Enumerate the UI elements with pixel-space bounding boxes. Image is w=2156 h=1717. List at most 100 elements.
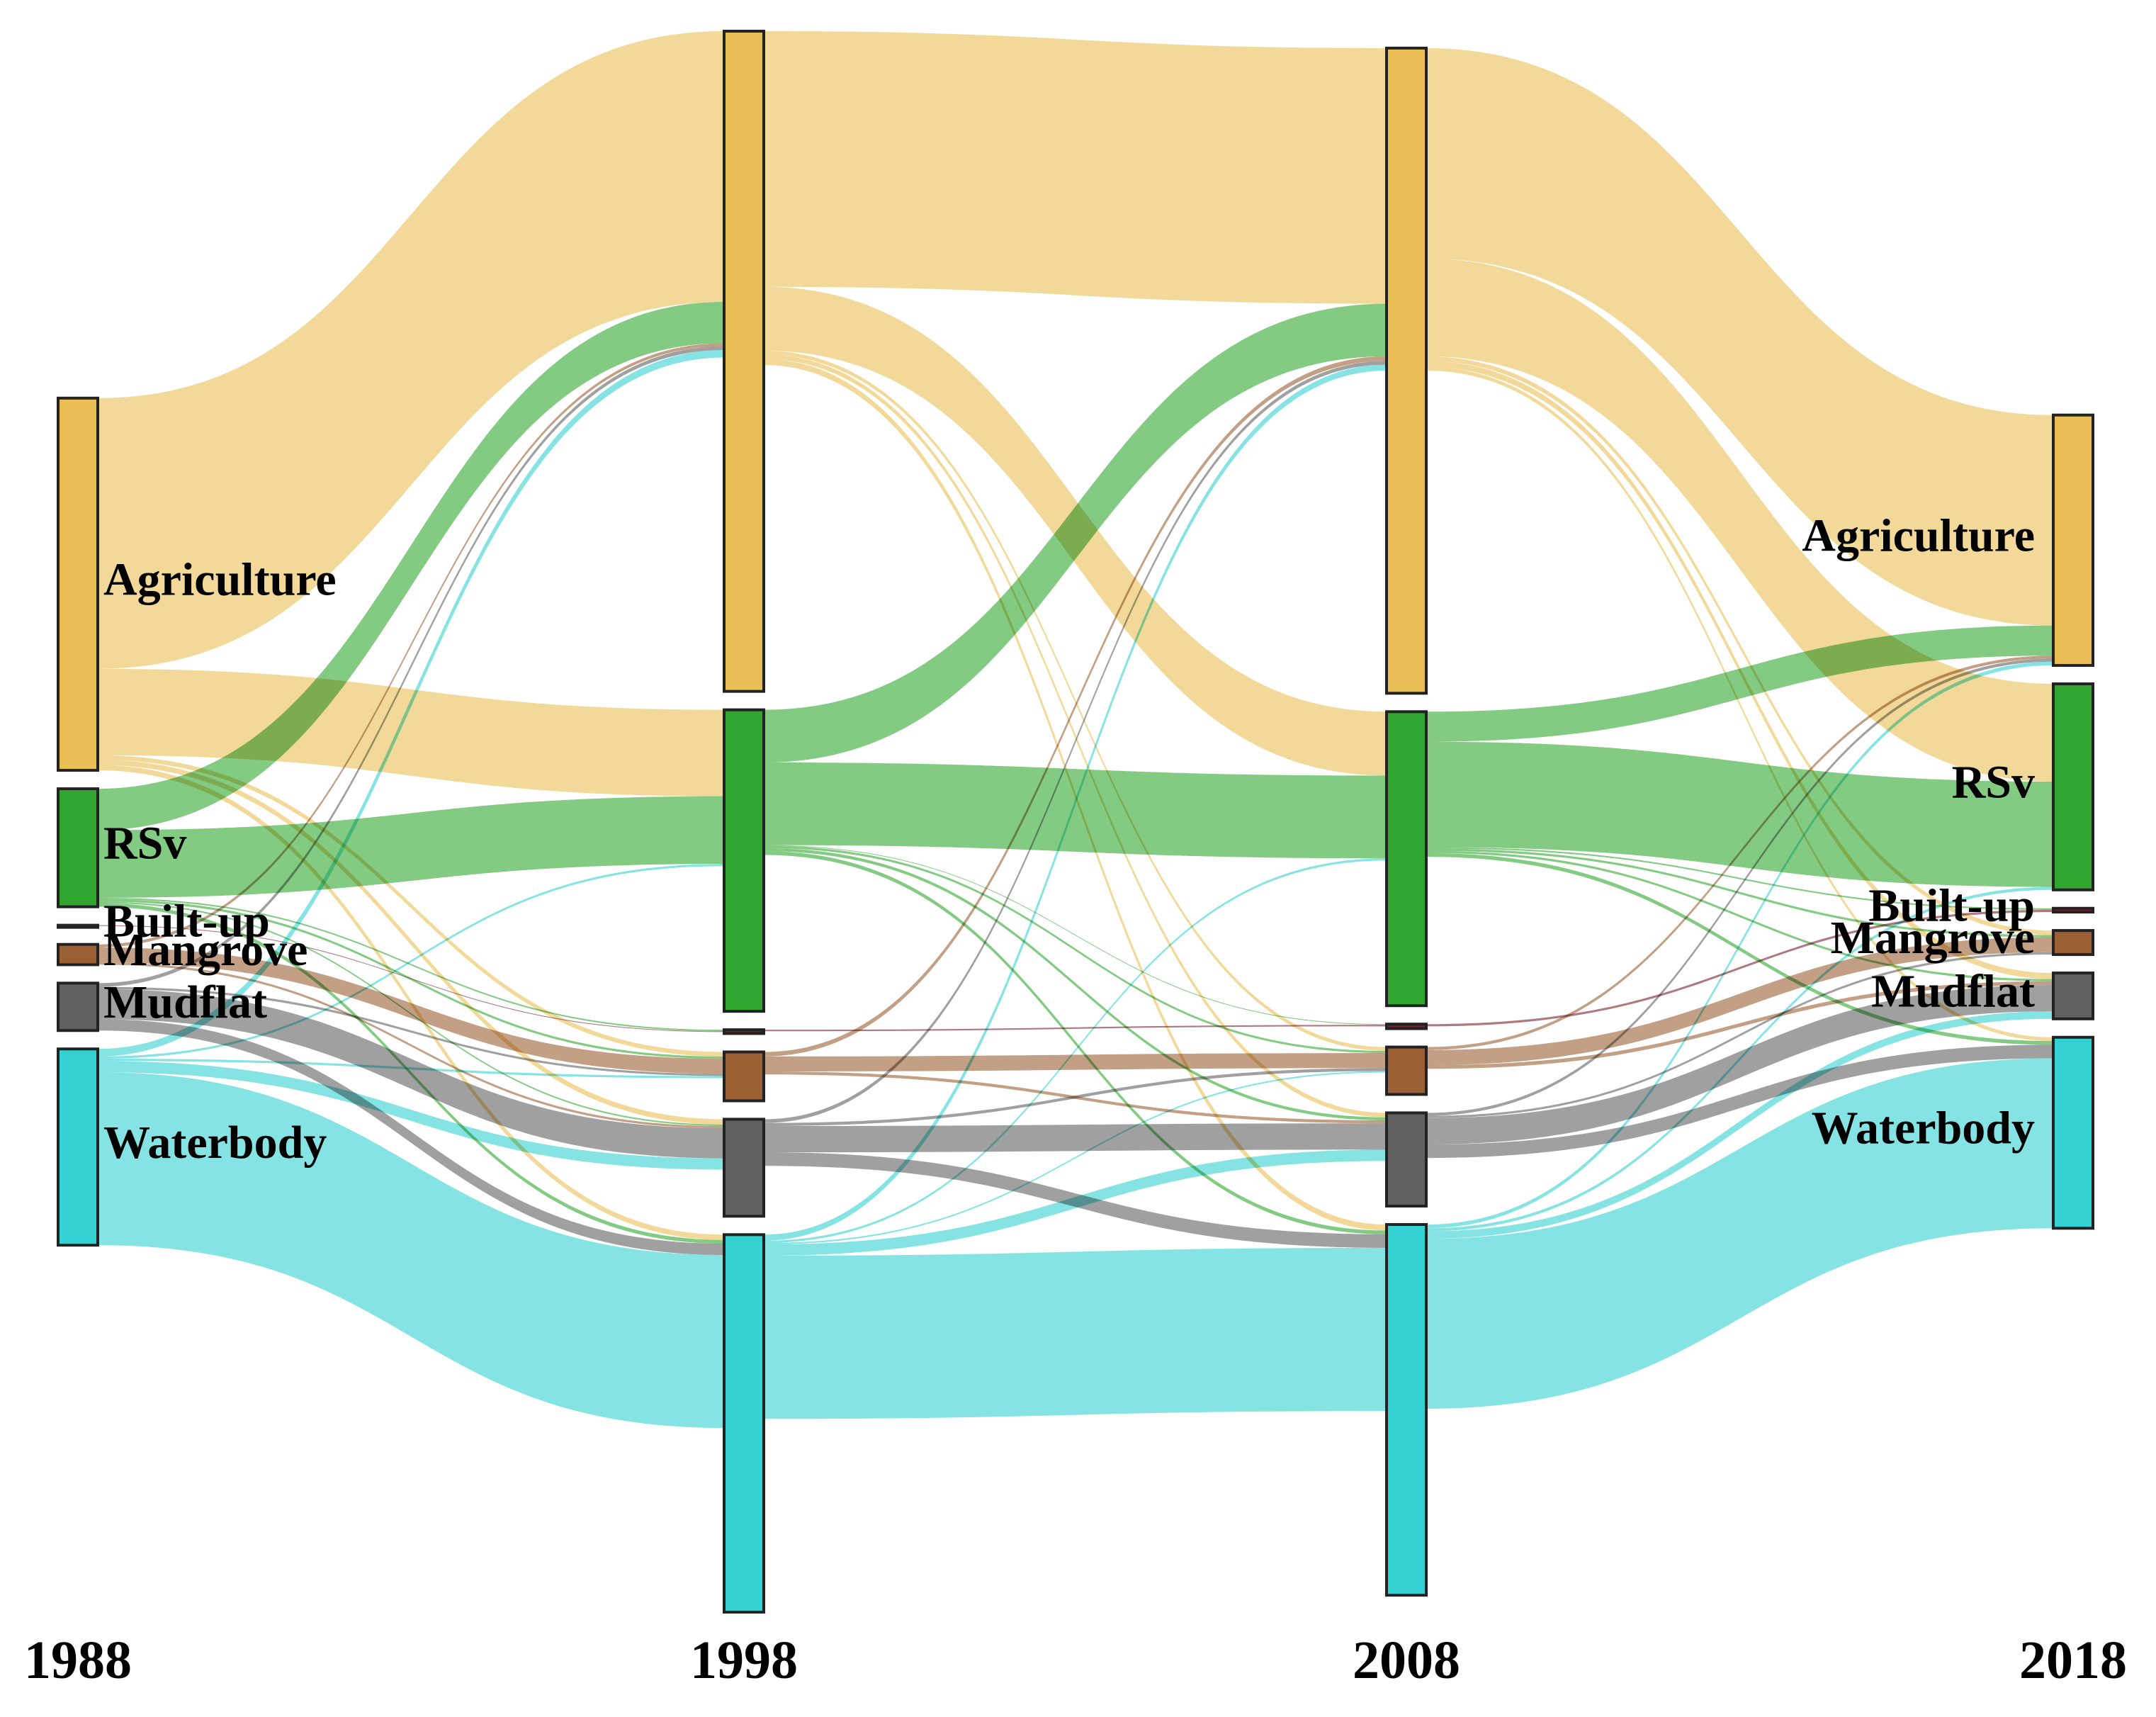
label-1988-Waterbody: Waterbody [103,1117,327,1169]
flow-2008-RSv-to-2018-Built-up [1426,847,2053,910]
year-label-2018: 2018 [2019,1631,2127,1690]
flow-1998-Mangrove-to-2008-Mangrove [764,1053,1387,1072]
flow-1988-Mudflat-to-1998-Mangrove [98,986,724,1076]
node-1998-RSv [723,708,765,1013]
label-2018-Waterbody: Waterbody [1812,1103,2035,1154]
node-2008-Built-up [1385,1023,1428,1030]
node-1988-Waterbody [57,1047,99,1247]
flow-1988-Built-up-to-1998-Built-up [98,925,724,1032]
label-2018-Built-up: Built-up [1868,880,2035,932]
flow-1988-Agriculture-to-1998-RSv [98,668,724,796]
flow-2008-Mudflat-to-2018-Agriculture [1426,658,2053,1116]
flow-1998-Mudflat-to-2008-Agriculture [764,361,1387,1123]
flow-2008-Agriculture-to-2018-Waterbody [1426,366,2053,1042]
flow-2008-Built-up-to-2018-Built-up [1426,909,2053,1027]
flow-1988-Waterbody-to-1998-Agriculture [98,349,724,1057]
nodes-layer [57,30,2094,1614]
flow-2008-Agriculture-to-2018-Agriculture [1426,47,2053,626]
node-1988-Agriculture [57,396,99,772]
year-label-1998: 1998 [690,1631,798,1690]
node-1998-Mudflat [723,1118,765,1218]
node-2008-RSv [1385,710,1428,1008]
labels-layer: AgricultureRSvBuilt-upMangroveMudflatWat… [103,510,2035,1169]
flow-1998-Waterbody-to-2008-RSv [764,858,1387,1243]
flow-2008-Mangrove-to-2018-Mudflat [1426,981,2053,1069]
flows-layer [98,31,2053,1429]
flow-2008-Agriculture-to-2018-Mangrove [1426,356,2053,935]
year-label-1988: 1988 [24,1631,132,1690]
label-1988-Built-up: Built-up [103,895,270,947]
flow-1988-Waterbody-to-1998-RSv [98,864,724,1059]
flow-2008-Waterbody-to-2018-Waterbody [1426,1058,2053,1409]
flow-2008-Mangrove-to-2018-Agriculture [1426,655,2053,1050]
node-1998-Built-up [723,1028,765,1035]
flow-1998-Agriculture-to-2008-Mudflat [764,354,1387,1118]
flow-2008-Mudflat-to-2018-Waterbody [1426,1045,2053,1159]
flow-1998-Mangrove-to-2008-Agriculture [764,356,1387,1057]
flow-1988-Mangrove-to-1998-Mangrove [98,947,724,1074]
flow-1998-Agriculture-to-2008-Mangrove [764,350,1387,1051]
label-1988-Mangrove: Mangrove [103,924,307,976]
flow-1998-Mudflat-to-2008-Mudflat [764,1123,1387,1153]
node-2008-Mudflat [1385,1111,1428,1207]
flow-1998-Agriculture-to-2008-Agriculture [764,31,1387,304]
flow-2008-Waterbody-to-2018-Agriculture [1426,661,2053,1229]
node-1998-Agriculture [723,30,765,693]
flow-1988-RSv-to-1998-Built-up [98,897,724,1032]
flow-2008-Waterbody-to-2018-Mudflat [1426,1011,2053,1239]
flow-1998-RSv-to-2008-Mangrove [764,845,1387,1054]
node-1998-Waterbody [723,1233,765,1614]
flow-1988-Agriculture-to-1998-Mangrove [98,755,724,1057]
flow-1988-Agriculture-to-1998-Mudflat [98,760,724,1125]
flow-1988-Waterbody-to-1998-Mudflat [98,1061,724,1170]
flow-2008-RSv-to-2018-RSv [1426,741,2053,887]
flow-2008-RSv-to-2018-Agriculture [1426,625,2053,742]
flow-1998-Waterbody-to-2008-Waterbody [764,1247,1387,1419]
node-1998-Mangrove [723,1050,765,1103]
flow-1988-Agriculture-to-1998-Agriculture [98,31,724,669]
flow-1998-RSv-to-2008-Agriculture [764,303,1387,762]
year-axis: 1988 1998 2008 2018 [24,1631,2127,1690]
flow-1998-Built-up-to-2008-Built-up [764,1025,1387,1032]
flow-1988-Mangrove-to-1998-Agriculture [98,343,724,947]
flow-2008-Mangrove-to-2018-Mangrove [1426,937,2053,1066]
flow-2008-Mudflat-to-2018-Mangrove [1426,952,2053,1118]
node-2018-Waterbody [2052,1035,2094,1230]
node-2018-Mangrove [2052,929,2094,957]
flow-1988-Agriculture-to-1998-Waterbody [98,765,724,1240]
node-1988-Mangrove [57,942,99,967]
label-2018-RSv: RSv [1952,757,2035,809]
label-2018-Mangrove: Mangrove [1831,912,2035,964]
flow-1998-Waterbody-to-2008-Agriculture [764,364,1387,1241]
label-1988-Agriculture: Agriculture [103,554,337,606]
label-1988-RSv: RSv [103,818,186,869]
flow-1988-Mudflat-to-1998-Mudflat [98,989,724,1159]
node-2018-Built-up [2052,906,2094,914]
flow-1988-Mudflat-to-1998-Agriculture [98,346,724,987]
node-2018-Mudflat [2052,972,2094,1020]
node-2008-Agriculture [1385,46,1428,695]
node-2008-Waterbody [1385,1222,1428,1597]
flow-2008-RSv-to-2018-Mudflat [1426,850,2053,981]
flow-1998-RSv-to-2008-RSv [764,762,1387,859]
node-1988-Mudflat [57,981,99,1032]
flow-1998-Waterbody-to-2008-Mangrove [764,1071,1387,1245]
flow-2008-RSv-to-2018-Waterbody [1426,852,2053,1045]
flow-1988-Mudflat-to-1998-Waterbody [98,1019,724,1255]
node-2008-Mangrove [1385,1045,1428,1096]
flow-1998-RSv-to-2008-Built-up [764,845,1387,1025]
node-1988-RSv [57,787,99,908]
label-1988-Mudflat: Mudflat [103,976,267,1028]
flow-1998-RSv-to-2008-Mudflat [764,848,1387,1121]
flow-1998-Mudflat-to-2008-Mangrove [764,1068,1387,1126]
flow-1988-Waterbody-to-1998-Mangrove [98,1059,724,1079]
flow-2008-RSv-to-2018-Mangrove [1426,848,2053,938]
flow-1998-RSv-to-2008-Waterbody [764,851,1387,1234]
flow-2008-Waterbody-to-2018-RSv [1426,886,2053,1232]
node-2018-Agriculture [2052,413,2094,668]
label-2018-Mudflat: Mudflat [1871,966,2035,1018]
flow-1988-Mangrove-to-1998-Mudflat [98,962,724,1129]
label-2018-Agriculture: Agriculture [1802,510,2035,562]
node-2018-RSv [2052,682,2094,891]
